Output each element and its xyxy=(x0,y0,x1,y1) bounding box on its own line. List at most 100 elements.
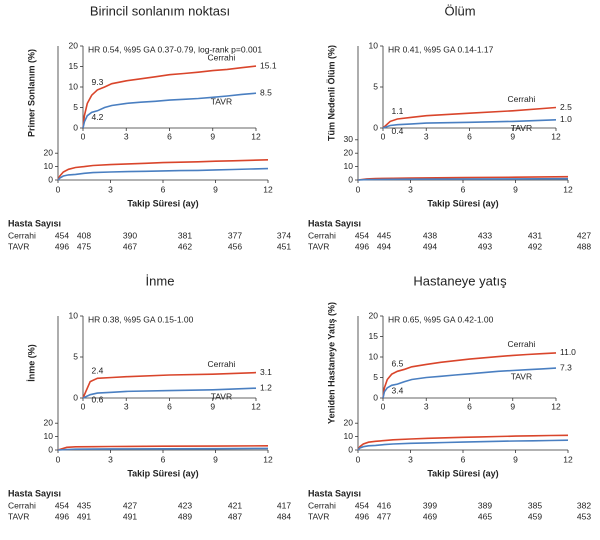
inset-x-tick-label: 12 xyxy=(551,131,561,141)
risk-count: 433 xyxy=(478,230,492,240)
risk-count: 492 xyxy=(528,241,542,251)
risk-table-title: Hasta Sayısı xyxy=(308,218,361,228)
point-label: 1.0 xyxy=(560,114,572,124)
inset-x-tick-label: 6 xyxy=(467,131,472,141)
inset-y-tick-label: 5 xyxy=(73,351,78,361)
y-tick-label: 30 xyxy=(344,134,354,144)
km-curve xyxy=(57,159,269,181)
risk-table-title: Hasta Sayısı xyxy=(8,488,61,498)
panel-title: Ölüm xyxy=(444,3,475,18)
inset-x-tick-label: 12 xyxy=(251,401,261,411)
series-label: TAVR xyxy=(511,123,532,133)
inset-annotation: HR 0.41, %95 GA 0.14-1.17 xyxy=(388,44,494,54)
risk-count: 467 xyxy=(123,241,137,251)
point-label: 0.4 xyxy=(392,126,404,136)
inset-y-tick-label: 0 xyxy=(373,122,378,132)
panel: Hastaneye yatış 0 10 20 0 3 6 9 12 Takip Süresi (… xyxy=(308,273,591,521)
km-curve xyxy=(357,434,569,451)
point-label: 9.3 xyxy=(92,77,104,87)
risk-count: 435 xyxy=(77,500,91,510)
series-label: Cerrahi xyxy=(207,52,235,62)
panel-title: Birincil sonlanım noktası xyxy=(90,3,230,18)
risk-count: 456 xyxy=(228,241,242,251)
inset-y-tick-label: 0 xyxy=(73,122,78,132)
risk-count: 465 xyxy=(478,511,492,521)
point-label: 1.1 xyxy=(392,106,404,116)
x-tick-label: 0 xyxy=(56,184,61,194)
risk-count: 453 xyxy=(577,511,591,521)
risk-count: 408 xyxy=(77,230,91,240)
risk-count: 484 xyxy=(277,511,291,521)
risk-count: 385 xyxy=(528,500,542,510)
risk-count: 477 xyxy=(377,511,391,521)
km-curve xyxy=(57,167,269,181)
inset-y-tick-label: 20 xyxy=(369,310,379,320)
x-tick-label: 12 xyxy=(563,454,573,464)
inset-y-tick-label: 5 xyxy=(373,372,378,382)
y-tick-label: 0 xyxy=(348,444,353,454)
inset-x-tick-label: 3 xyxy=(124,131,129,141)
risk-count: 416 xyxy=(377,500,391,510)
y-tick-label: 20 xyxy=(44,417,54,427)
km-curve xyxy=(382,119,557,129)
point-label: 3.4 xyxy=(392,385,404,395)
y-tick-label: 0 xyxy=(348,174,353,184)
risk-count: 494 xyxy=(377,241,391,251)
y-axis-title: Tüm Nedenli Ölüm (%) xyxy=(326,45,336,141)
inset-y-tick-label: 10 xyxy=(69,310,79,320)
inset-x-tick-label: 9 xyxy=(510,401,515,411)
inset-y-tick-label: 0 xyxy=(73,392,78,402)
risk-row-name: TAVR xyxy=(8,511,29,521)
point-label: 0.6 xyxy=(92,394,104,404)
inset-y-tick-label: 10 xyxy=(369,351,379,361)
inset-y-tick-label: 15 xyxy=(69,61,79,71)
risk-count: 496 xyxy=(55,241,69,251)
risk-count: 454 xyxy=(355,230,369,240)
x-tick-label: 0 xyxy=(56,454,61,464)
risk-row-name: Cerrahi xyxy=(8,230,36,240)
risk-count: 438 xyxy=(423,230,437,240)
risk-count: 421 xyxy=(228,500,242,510)
y-tick-label: 10 xyxy=(44,161,54,171)
risk-count: 462 xyxy=(178,241,192,251)
x-tick-label: 3 xyxy=(108,454,113,464)
inset-x-tick-label: 9 xyxy=(210,401,215,411)
point-label: 11.0 xyxy=(560,347,576,357)
y-axis-title: İnme (%) xyxy=(26,344,36,382)
point-label: 4.2 xyxy=(92,112,104,122)
risk-count: 459 xyxy=(528,511,542,521)
x-tick-label: 3 xyxy=(408,184,413,194)
point-label: 7.3 xyxy=(560,362,572,372)
risk-count: 454 xyxy=(55,230,69,240)
km-curve xyxy=(82,92,257,129)
y-tick-label: 10 xyxy=(344,431,354,441)
inset-y-tick-label: 5 xyxy=(373,81,378,91)
inset-background xyxy=(361,312,568,412)
risk-count: 423 xyxy=(178,500,192,510)
x-tick-label: 9 xyxy=(513,184,518,194)
x-axis-title: Takip Süresi (ay) xyxy=(127,468,198,478)
inset-annotation: HR 0.54, %95 GA 0.37-0.79, log-rank p=0.… xyxy=(88,44,262,54)
risk-count: 487 xyxy=(228,511,242,521)
x-tick-label: 3 xyxy=(108,184,113,194)
risk-row-name: Cerrahi xyxy=(308,500,336,510)
x-tick-label: 12 xyxy=(563,184,573,194)
series-label: Cerrahi xyxy=(207,359,235,369)
inset-x-tick-label: 0 xyxy=(381,401,386,411)
y-tick-label: 10 xyxy=(44,431,54,441)
risk-count: 377 xyxy=(228,230,242,240)
x-tick-label: 12 xyxy=(263,454,273,464)
risk-row-name: Cerrahi xyxy=(308,230,336,240)
point-label: 6.5 xyxy=(392,359,404,369)
km-curve xyxy=(357,177,569,181)
risk-count: 491 xyxy=(123,511,137,521)
series-label: TAVR xyxy=(511,371,532,381)
x-tick-label: 9 xyxy=(213,184,218,194)
inset-y-tick-label: 10 xyxy=(369,40,379,50)
x-axis-title: Takip Süresi (ay) xyxy=(427,198,498,208)
point-label: 8.5 xyxy=(260,87,272,97)
risk-count: 427 xyxy=(123,500,137,510)
km-curve xyxy=(57,445,269,451)
